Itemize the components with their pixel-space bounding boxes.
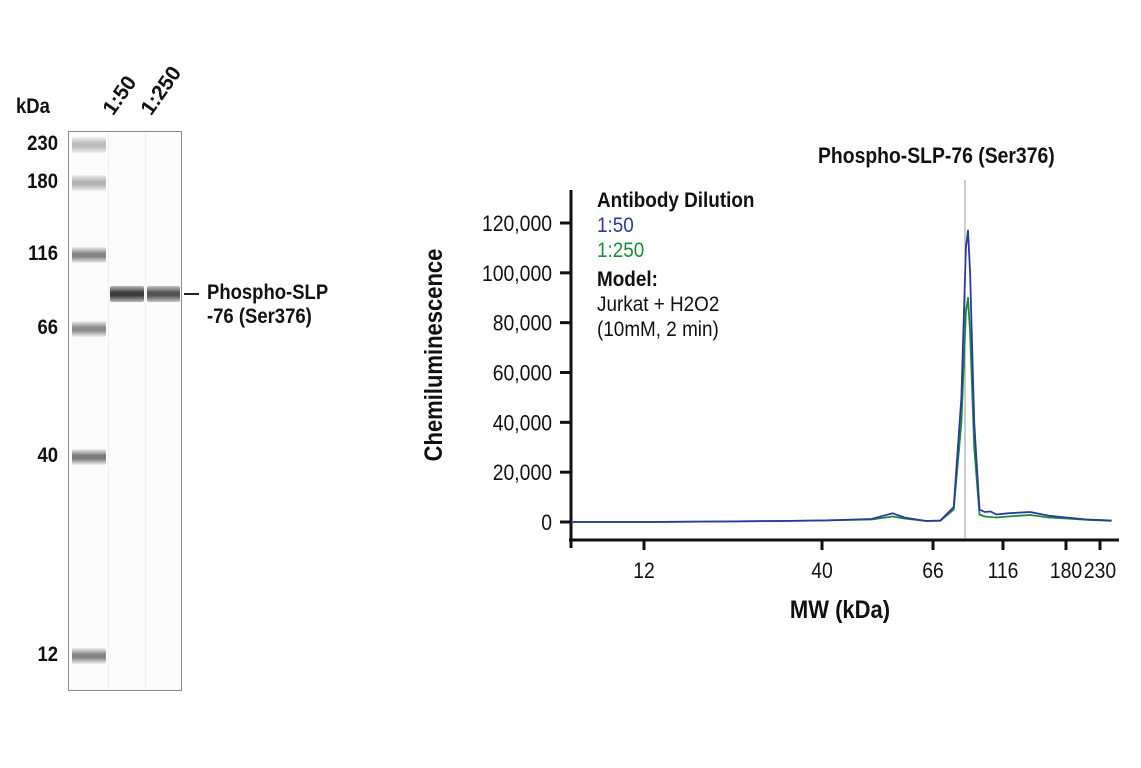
legend-title: Antibody Dilution bbox=[597, 189, 755, 212]
ladder-band-180 bbox=[72, 175, 106, 191]
mw-marker-label-180: 180 bbox=[27, 170, 58, 193]
model-line2: (10mM, 2 min) bbox=[597, 318, 719, 341]
svg-text:100,000: 100,000 bbox=[482, 262, 552, 286]
target-band-lane2 bbox=[147, 286, 180, 302]
gel-image bbox=[68, 131, 182, 691]
target-label-line2: -76 (Ser376) bbox=[207, 305, 312, 328]
svg-text:0: 0 bbox=[541, 511, 552, 535]
ladder-band-66 bbox=[72, 321, 106, 337]
mw-marker-label-40: 40 bbox=[37, 444, 58, 467]
target-label: Phospho-SLP -76 (Ser376) bbox=[207, 281, 328, 329]
chart-title: Phospho-SLP-76 (Ser376) bbox=[818, 143, 1055, 168]
target-band-lane1 bbox=[110, 286, 144, 302]
svg-text:230: 230 bbox=[1084, 559, 1116, 583]
ladder-band-40 bbox=[72, 449, 106, 465]
svg-text:60,000: 60,000 bbox=[493, 361, 552, 385]
mw-marker-label-116: 116 bbox=[28, 242, 58, 265]
mw-marker-label-230: 230 bbox=[27, 132, 58, 155]
svg-text:120,000: 120,000 bbox=[482, 212, 552, 236]
svg-text:180: 180 bbox=[1050, 559, 1082, 583]
svg-text:116: 116 bbox=[988, 559, 1019, 583]
unit-label: kDa bbox=[16, 95, 50, 118]
mw-marker-label-12: 12 bbox=[37, 643, 58, 666]
ladder-band-230 bbox=[72, 137, 106, 153]
chart-axes: 0 20,000 40,000 60,000 80,000 100,000 120,000 1… bbox=[482, 180, 1119, 583]
mw-marker-label-66: 66 bbox=[37, 316, 58, 339]
target-label-line1: Phospho-SLP bbox=[207, 281, 329, 304]
model-title: Model: bbox=[597, 268, 658, 291]
svg-text:40: 40 bbox=[811, 559, 833, 583]
model-line1: Jurkat + H2O2 bbox=[597, 293, 720, 316]
chart-series bbox=[571, 229, 1112, 523]
ladder-band-12 bbox=[72, 648, 106, 664]
ladder-band-116 bbox=[72, 247, 106, 263]
legend-item-1-250: 1:250 bbox=[597, 239, 645, 262]
legend-item-1-50: 1:50 bbox=[597, 214, 634, 237]
target-pointer-line bbox=[184, 293, 199, 295]
x-axis-label: MW (kDa) bbox=[789, 596, 891, 624]
svg-text:20,000: 20,000 bbox=[493, 461, 552, 485]
svg-text:66: 66 bbox=[922, 559, 944, 583]
legend: Antibody Dilution 1:50 1:250 Model: Jurk… bbox=[597, 188, 754, 342]
svg-text:80,000: 80,000 bbox=[493, 312, 552, 336]
svg-text:40,000: 40,000 bbox=[493, 411, 552, 435]
svg-text:12: 12 bbox=[633, 559, 655, 583]
